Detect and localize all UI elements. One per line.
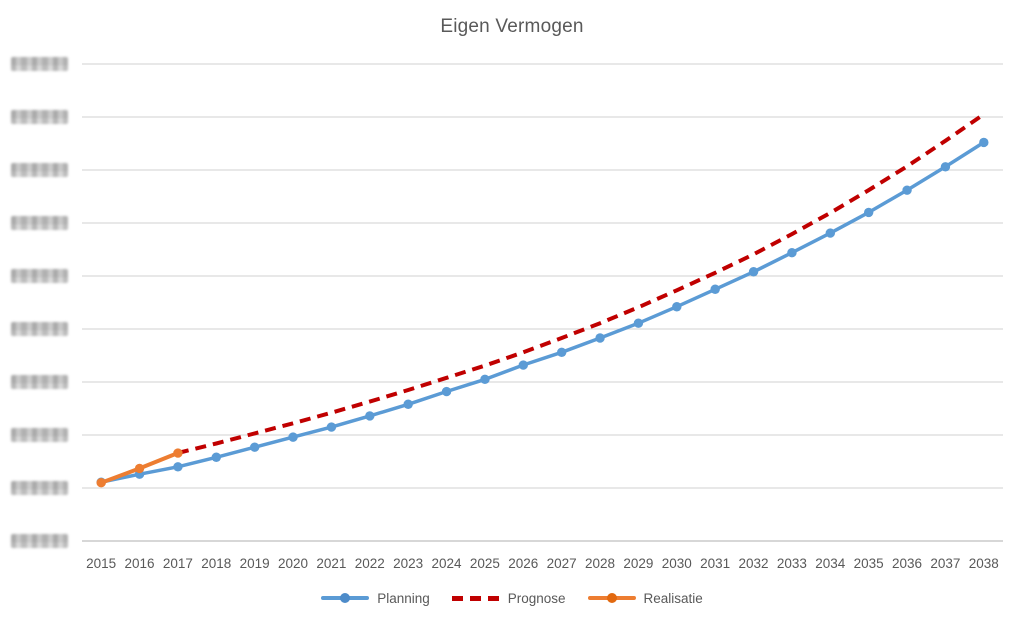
x-axis-label: 2018 <box>201 556 231 571</box>
data-point-planning <box>173 462 183 472</box>
legend-label-prognose: Prognose <box>507 590 566 606</box>
legend-item-realisatie: Realisatie <box>587 590 703 606</box>
y-axis-label-redacted <box>11 269 68 283</box>
x-axis-label: 2027 <box>547 556 577 571</box>
x-axis-label: 2038 <box>969 556 999 571</box>
x-axis-label: 2036 <box>892 556 922 571</box>
data-point-planning <box>365 411 375 421</box>
data-point-planning <box>595 333 605 343</box>
data-point-planning <box>518 360 529 370</box>
x-axis-label: 2034 <box>815 556 846 571</box>
x-axis-label: 2029 <box>623 556 653 571</box>
data-point-realisatie <box>96 478 106 488</box>
x-axis-label: 2015 <box>86 556 116 571</box>
legend-item-planning: Planning <box>321 591 430 606</box>
data-point-planning <box>556 347 567 358</box>
data-point-planning <box>748 267 759 277</box>
data-point-planning <box>633 318 644 328</box>
data-point-planning <box>825 228 836 238</box>
legend: Planning Prognose Realisatie <box>0 586 1024 610</box>
chart-title: Eigen Vermogen <box>440 16 584 37</box>
x-axis-label: 2022 <box>355 556 385 571</box>
data-point-planning <box>710 284 720 294</box>
data-point-planning <box>940 162 951 172</box>
x-axis-label: 2028 <box>585 556 615 571</box>
x-axis-label: 2024 <box>432 556 463 571</box>
y-axis-label-redacted <box>11 481 68 495</box>
y-axis-label-redacted <box>11 375 68 389</box>
data-point-planning <box>979 137 989 148</box>
data-point-planning <box>249 442 260 452</box>
data-point-planning <box>863 207 874 218</box>
legend-label-realisatie: Realisatie <box>643 590 703 606</box>
y-axis-label-redacted <box>11 534 68 548</box>
x-axis-label: 2020 <box>278 556 308 571</box>
data-point-planning <box>288 432 298 442</box>
x-axis-label: 2021 <box>316 556 346 571</box>
x-axis-label: 2033 <box>777 556 807 571</box>
y-axis-label-redacted <box>11 110 68 124</box>
x-axis-label: 2037 <box>930 556 960 571</box>
realisatie-line-sample-icon <box>587 593 636 603</box>
x-axis-label: 2023 <box>393 556 423 571</box>
legend-label-planning: Planning <box>377 590 430 606</box>
series-line-prognose <box>177 112 985 455</box>
data-point-planning <box>326 422 337 432</box>
x-axis-label: 2030 <box>662 556 692 571</box>
y-axis-label-redacted <box>11 57 68 71</box>
x-axis-label: 2019 <box>240 556 270 571</box>
y-axis-label-redacted <box>11 163 68 177</box>
y-axis-label-redacted <box>11 428 68 442</box>
x-axis-label: 2035 <box>854 556 884 571</box>
prognose-dashed-line-sample-icon <box>451 593 500 603</box>
x-axis-label: 2025 <box>470 556 500 571</box>
x-axis-label: 2017 <box>163 556 193 571</box>
data-point-planning <box>403 399 413 409</box>
data-point-planning <box>480 374 490 385</box>
series-line-planning <box>100 140 985 484</box>
data-point-realisatie <box>173 448 183 458</box>
data-point-planning <box>902 185 912 195</box>
x-axis-label: 2031 <box>700 556 730 571</box>
y-axis-label-redacted <box>11 322 68 336</box>
data-point-planning <box>787 247 797 258</box>
data-point-planning <box>211 452 222 462</box>
data-point-realisatie <box>134 463 145 474</box>
data-point-planning <box>441 386 452 397</box>
y-axis-label-redacted <box>11 216 68 230</box>
x-axis-label: 2026 <box>508 556 538 571</box>
x-axis-label: 2032 <box>739 556 769 571</box>
data-point-planning <box>672 302 682 312</box>
planning-line-sample-icon <box>321 593 370 603</box>
x-axis-label: 2016 <box>125 556 155 571</box>
legend-item-prognose: Prognose <box>451 590 566 606</box>
